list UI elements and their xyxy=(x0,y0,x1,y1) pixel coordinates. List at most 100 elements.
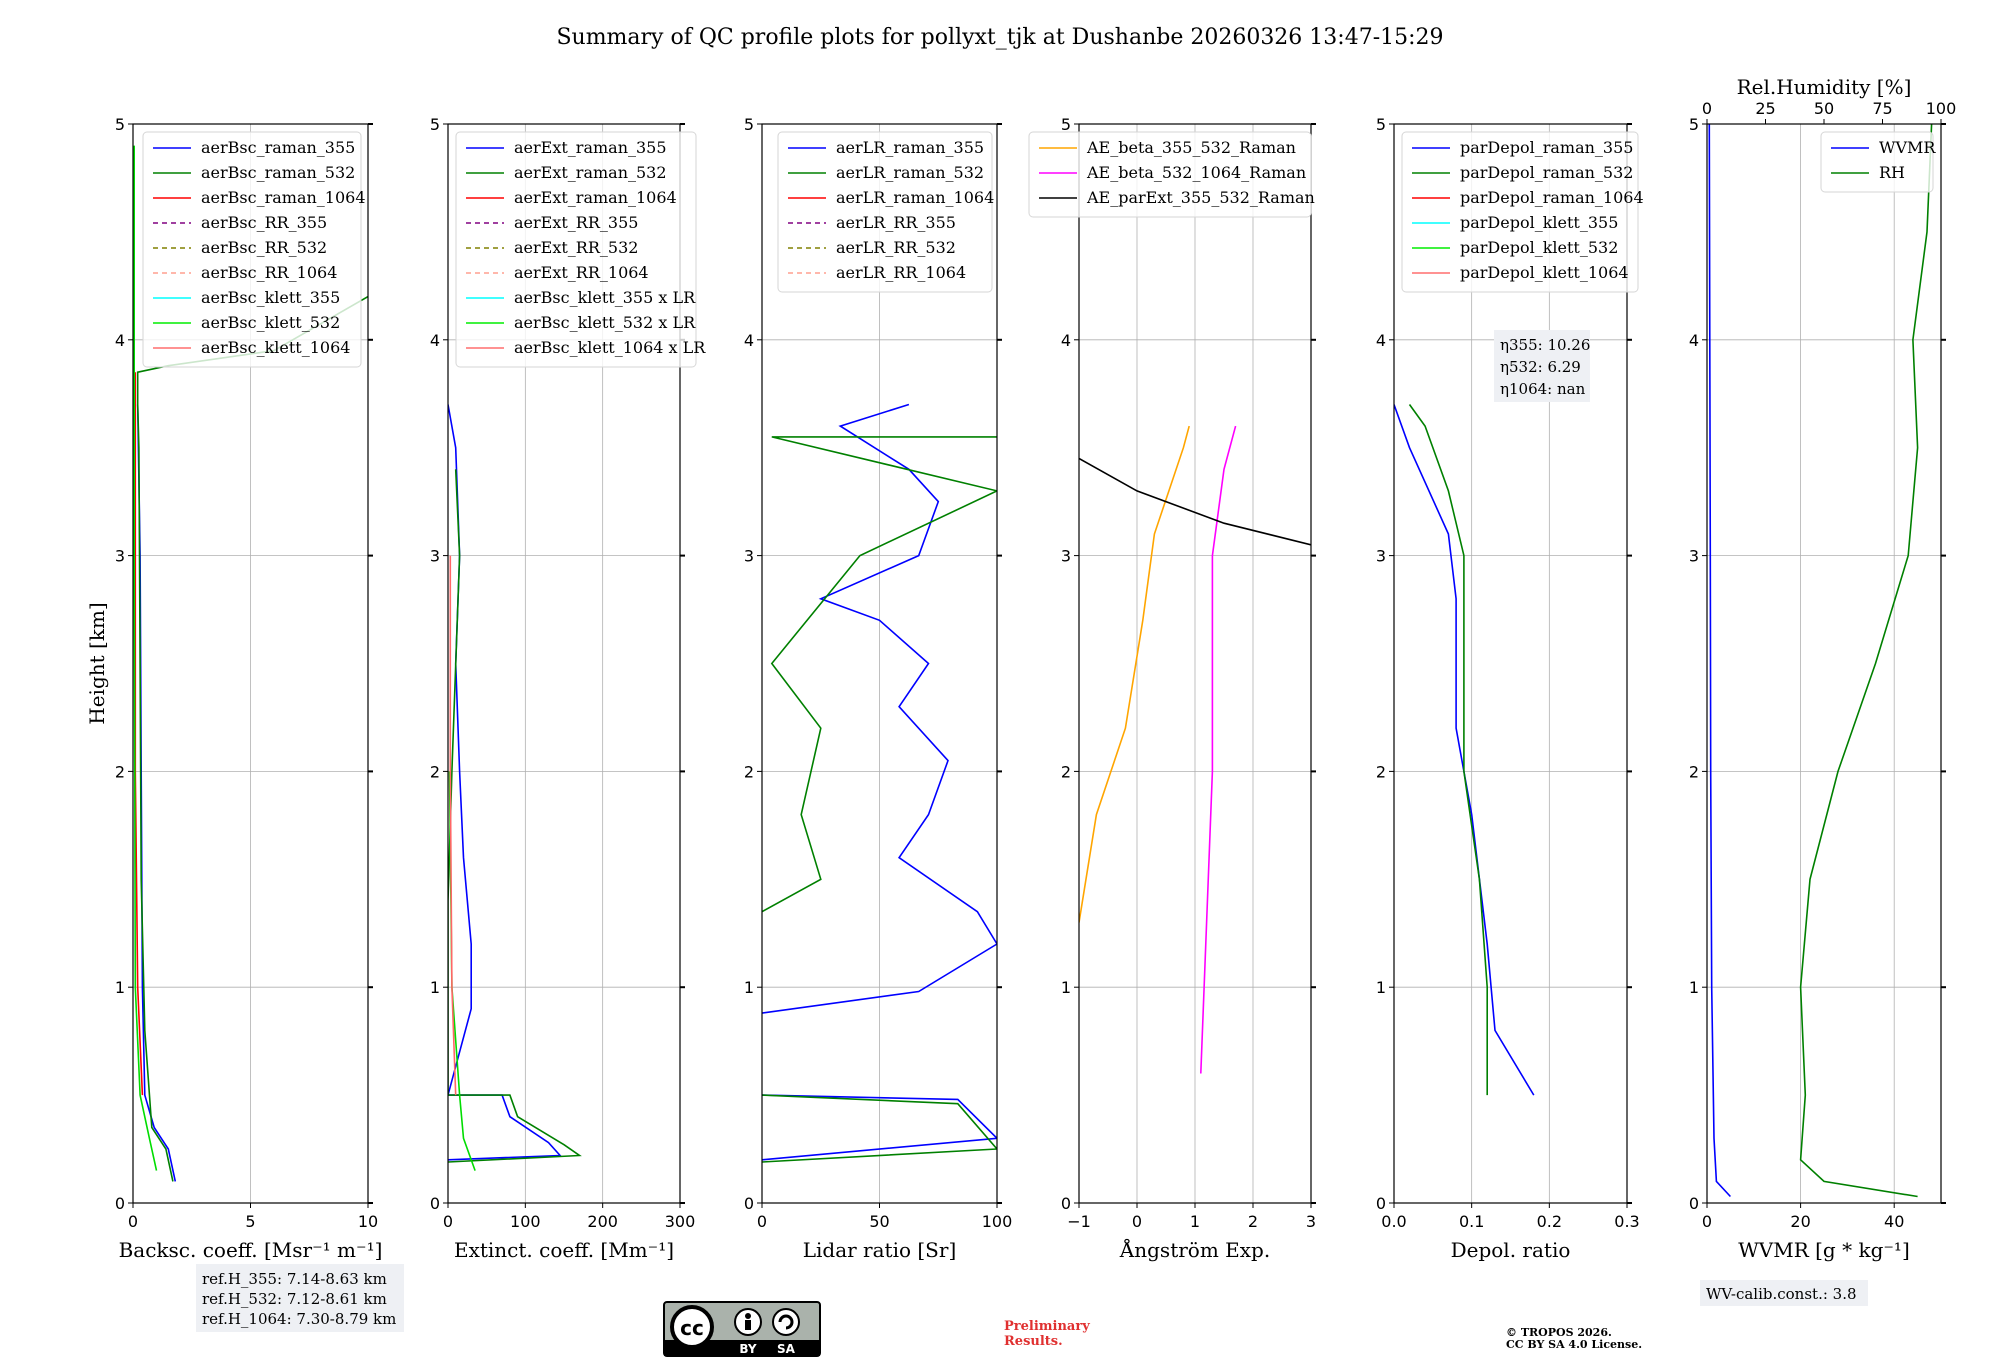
ytick-label: 0 xyxy=(744,1194,754,1213)
legend-entry: aerLR_raman_1064 xyxy=(836,188,994,207)
legend-entry: aerBsc_raman_355 xyxy=(201,138,355,157)
y-axis-label: Height [km] xyxy=(85,602,109,724)
legend-entry: aerBsc_raman_1064 xyxy=(201,188,366,207)
ref-h-355: ref.H_355: 7.14-8.63 km xyxy=(202,1270,387,1288)
plot-frame xyxy=(447,123,681,1204)
series-group xyxy=(133,145,368,1182)
legend-entry: aerExt_RR_1064 xyxy=(514,263,649,282)
legend-entry: parDepol_raman_355 xyxy=(1460,138,1633,157)
legend-frame xyxy=(1028,131,1312,218)
series-line-AE_beta_532_1064_Raman xyxy=(1200,425,1237,1074)
legend-entry: aerBsc_klett_532 xyxy=(201,313,340,332)
legend-frame xyxy=(455,131,697,368)
xtick-label: −1 xyxy=(1067,1212,1091,1231)
ytick-label: 4 xyxy=(430,331,440,350)
legend-entry: aerBsc_klett_355 x LR xyxy=(514,288,696,307)
legend-entry: aerBsc_klett_532 x LR xyxy=(514,313,696,332)
top-xtick-label: 50 xyxy=(1814,99,1834,118)
x-axis-label: WVMR [g * kg⁻¹] xyxy=(1738,1238,1910,1262)
wv-calib-box: WV-calib.const.: 3.8 xyxy=(1700,1280,1868,1306)
ytick-label: 5 xyxy=(430,115,440,134)
ytick-label: 1 xyxy=(430,978,440,997)
x-axis-label: Extinct. coeff. [Mm⁻¹] xyxy=(454,1238,674,1262)
series-line-WVMR xyxy=(1708,124,1731,1198)
sa-text: SA xyxy=(777,1342,796,1356)
figure-title: Summary of QC profile plots for pollyxt_… xyxy=(556,25,1443,50)
legend-entry: aerBsc_raman_532 xyxy=(201,163,355,182)
preliminary-line-2: Results. xyxy=(1004,1334,1063,1349)
panel-extinction: 0 1 2 3 4 5 0 100 200 300 Extinct. coeff. [Mm⁻¹] ae… xyxy=(430,115,706,1262)
ytick-label: 1 xyxy=(744,978,754,997)
ref-h-532: ref.H_532: 7.12-8.61 km xyxy=(202,1290,387,1308)
xtick-label: 0 xyxy=(443,1212,453,1231)
legend: aerBsc_raman_355 aerBsc_raman_532 aerBsc_r… xyxy=(142,131,366,368)
series-line-aerLR_raman_532 xyxy=(762,436,997,913)
legend-entry: parDepol_raman_1064 xyxy=(1460,188,1644,207)
legend-entry: parDepol_klett_355 xyxy=(1460,213,1618,232)
series-group xyxy=(1079,425,1311,1074)
ref-height-box: ref.H_355: 7.14-8.63 km ref.H_532: 7.12-… xyxy=(196,1264,404,1332)
xtick-label: 1 xyxy=(1190,1212,1200,1231)
cc-text: cc xyxy=(680,1316,704,1340)
cc-icon xyxy=(670,1305,714,1349)
xtick-label: 20 xyxy=(1790,1212,1810,1231)
xtick-label: 0.0 xyxy=(1381,1212,1406,1231)
legend-entry: parDepol_klett_1064 xyxy=(1460,263,1629,282)
series-line-aerBsc_klett_1064 x LR xyxy=(449,555,457,1096)
ytick-label: 0 xyxy=(1689,1194,1699,1213)
xtick-label: 300 xyxy=(665,1212,696,1231)
xtick-label: 0 xyxy=(1702,1212,1712,1231)
legend-entry: aerExt_raman_1064 xyxy=(514,188,677,207)
legend: aerExt_raman_355 aerExt_raman_532 aerExt_r… xyxy=(455,131,706,368)
series-line-aerBsc_klett_532 xyxy=(133,145,158,1171)
xtick-label: 200 xyxy=(587,1212,618,1231)
legend-entry: aerBsc_RR_532 xyxy=(201,238,327,257)
xtick-label: 0 xyxy=(1132,1212,1142,1231)
legend-frame xyxy=(142,131,362,368)
legend-entry: AE_beta_355_532_Raman xyxy=(1086,138,1296,157)
ytick-label: 2 xyxy=(430,762,440,781)
xtick-label: 5 xyxy=(245,1212,255,1231)
ytick-label: 4 xyxy=(1689,331,1699,350)
legend-entry: aerExt_raman_355 xyxy=(514,138,667,157)
ytick-label: 3 xyxy=(1689,547,1699,566)
series-line-RH xyxy=(1799,124,1933,1198)
legend-entry: aerBsc_klett_1064 xyxy=(201,338,350,357)
ytick-label: 2 xyxy=(1061,762,1071,781)
ytick-label: 4 xyxy=(744,331,754,350)
legend-entry: parDepol_raman_532 xyxy=(1460,163,1633,182)
ytick-label: 5 xyxy=(744,115,754,134)
plot-frame xyxy=(132,123,369,1204)
xtick-label: 3 xyxy=(1306,1212,1316,1231)
legend-frame xyxy=(777,131,993,293)
preliminary-line-1: Preliminary xyxy=(1004,1319,1090,1334)
series-line-aerLR_raman_532_low xyxy=(762,1094,997,1163)
xtick-label: 0.3 xyxy=(1614,1212,1639,1231)
series-line-AE_parExt_355_532_Raman xyxy=(1079,457,1311,546)
series-group xyxy=(762,403,997,1163)
series-line-aerLR_raman_355_low xyxy=(762,1094,997,1161)
panel-depolarization: 0 1 2 3 4 5 0.0 0.1 0.2 0.3 Depol. ratio parDepol_r… xyxy=(1376,115,1644,1262)
xtick-label: 10 xyxy=(358,1212,378,1231)
legend-frame xyxy=(1401,131,1639,293)
ytick-label: 3 xyxy=(115,547,125,566)
series-line-aerLR_raman_355 xyxy=(762,403,997,1014)
legend-entry: aerBsc_klett_355 xyxy=(201,288,340,307)
legend-entry: aerLR_RR_1064 xyxy=(836,263,966,282)
ytick-label: 1 xyxy=(1376,978,1386,997)
x-axis-label: Depol. ratio xyxy=(1451,1238,1571,1262)
ytick-label: 1 xyxy=(1689,978,1699,997)
ytick-label: 3 xyxy=(1061,547,1071,566)
plot-frame xyxy=(1706,123,1942,1204)
x-axis-label: Ångström Exp. xyxy=(1119,1237,1270,1262)
series-line-parDepol_raman_532 xyxy=(1408,404,1488,1096)
series-group xyxy=(448,404,582,1171)
ytick-label: 2 xyxy=(1376,762,1386,781)
x-axis-label: Lidar ratio [Sr] xyxy=(803,1238,957,1262)
ytick-label: 4 xyxy=(1061,331,1071,350)
series-group xyxy=(1708,124,1933,1198)
legend-entry: aerExt_RR_532 xyxy=(514,238,638,257)
